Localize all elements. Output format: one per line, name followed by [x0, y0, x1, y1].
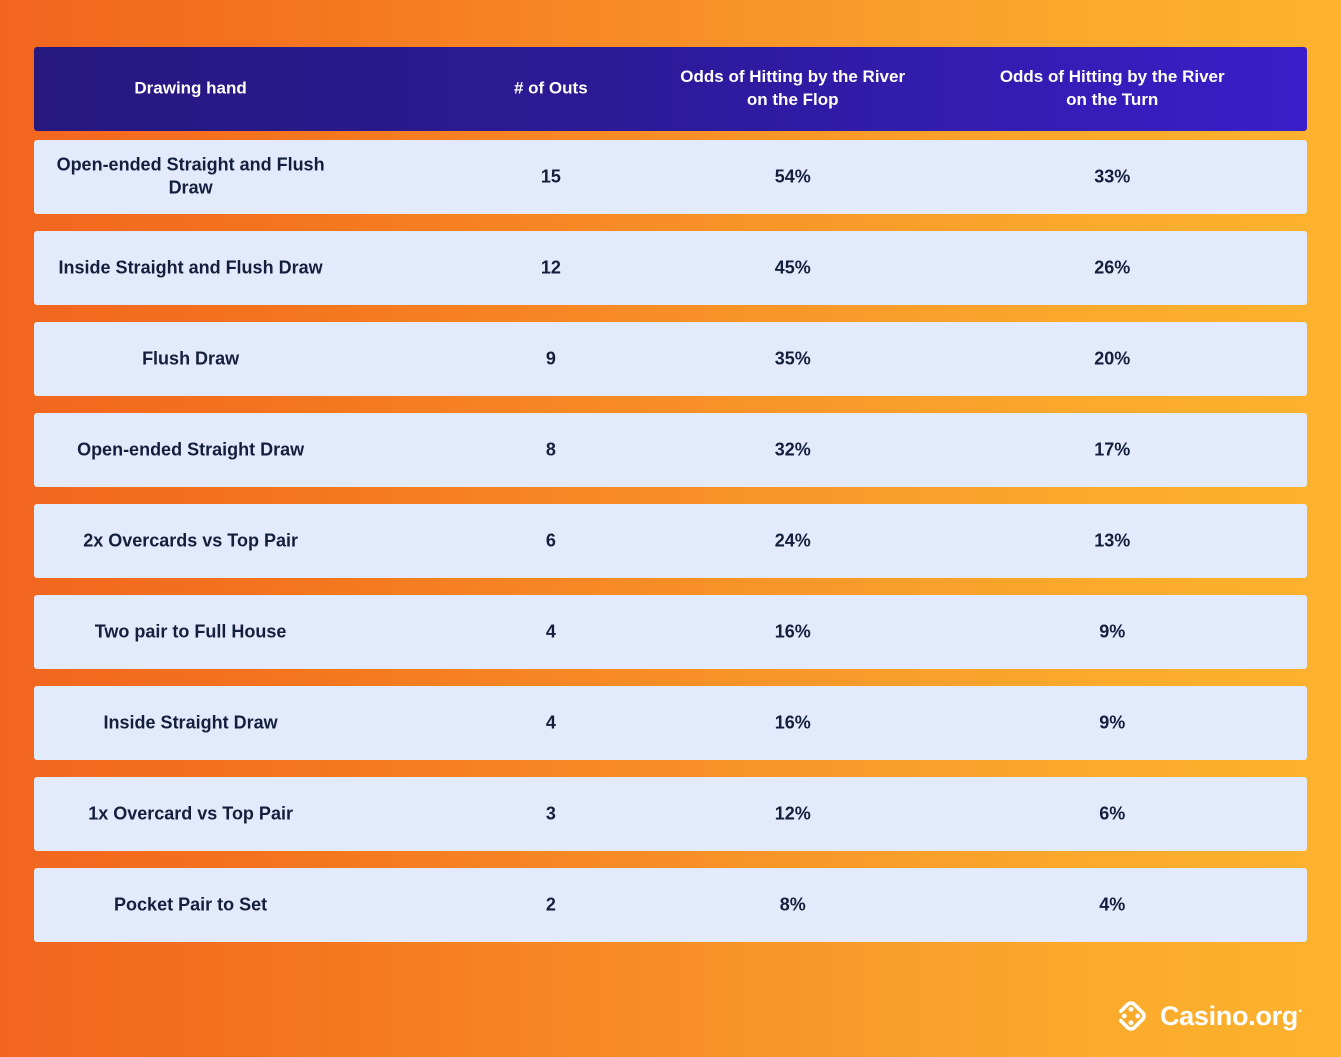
table-row: Inside Straight Draw 4 16% 9% — [34, 686, 1307, 760]
cell-outs: 12 — [540, 257, 561, 278]
cell-drawing-hand: 1x Overcard vs Top Pair — [88, 803, 293, 824]
cell-turn-odds: 4% — [1099, 894, 1126, 915]
table-row: 1x Overcard vs Top Pair 3 12% 6% — [34, 777, 1307, 851]
cell-turn-odds: 6% — [1099, 803, 1126, 824]
table-row: Two pair to Full House 4 16% 9% — [34, 595, 1307, 669]
table-row: Open-ended Straight and Flush Draw 15 54… — [34, 140, 1307, 214]
table-row: Inside Straight and Flush Draw 12 45% 26… — [34, 231, 1307, 305]
table-row: Pocket Pair to Set 2 8% 4% — [34, 868, 1307, 942]
table-row: Flush Draw 9 35% 20% — [34, 322, 1307, 396]
cell-outs: 9 — [545, 348, 556, 369]
table-row: 2x Overcards vs Top Pair 6 24% 13% — [34, 504, 1307, 578]
cell-turn-odds: 33% — [1094, 166, 1131, 187]
cell-outs: 3 — [545, 803, 556, 824]
column-header-drawing-hand: Drawing hand — [134, 78, 247, 98]
cell-outs: 4 — [545, 712, 556, 733]
table-body: Open-ended Straight and Flush Draw 15 54… — [34, 140, 1307, 942]
cell-flop-odds: 45% — [774, 257, 811, 278]
logo-trademark-dot: · — [1297, 1002, 1303, 1020]
column-header-flop-odds: Odds of Hitting by the River on the Flop — [680, 67, 906, 109]
cell-drawing-hand: Inside Straight Draw — [103, 712, 278, 733]
odds-table: Drawing hand # of Outs Odds of Hitting b… — [34, 47, 1307, 942]
cell-outs: 8 — [545, 439, 556, 460]
cell-flop-odds: 24% — [774, 530, 811, 551]
cell-turn-odds: 17% — [1094, 439, 1131, 460]
cell-flop-odds: 8% — [779, 894, 806, 915]
cell-flop-odds: 54% — [774, 166, 811, 187]
cell-drawing-hand: Two pair to Full House — [94, 621, 287, 642]
cell-drawing-hand: Open-ended Straight and Flush Draw — [56, 154, 325, 198]
cell-flop-odds: 32% — [774, 439, 811, 460]
cell-outs: 2 — [545, 894, 556, 915]
logo-text: Casino.org· — [1159, 1000, 1303, 1031]
cell-outs: 4 — [545, 621, 556, 642]
cell-drawing-hand: 2x Overcards vs Top Pair — [83, 530, 298, 551]
cell-outs: 15 — [540, 166, 561, 187]
cell-turn-odds: 9% — [1099, 621, 1126, 642]
cell-turn-odds: 20% — [1094, 348, 1131, 369]
casino-org-logo[interactable]: Casino.org· — [1112, 997, 1303, 1035]
cell-drawing-hand: Inside Straight and Flush Draw — [58, 257, 323, 278]
cell-drawing-hand: Pocket Pair to Set — [114, 894, 268, 915]
cell-outs: 6 — [545, 530, 556, 551]
cell-turn-odds: 13% — [1094, 530, 1131, 551]
cell-flop-odds: 35% — [774, 348, 811, 369]
column-header-turn-odds: Odds of Hitting by the River on the Turn — [999, 67, 1225, 109]
column-header-outs: # of Outs — [513, 78, 588, 98]
table-row: Open-ended Straight Draw 8 32% 17% — [34, 413, 1307, 487]
cell-flop-odds: 12% — [774, 803, 811, 824]
table-header-row: Drawing hand # of Outs Odds of Hitting b… — [34, 47, 1307, 131]
cell-flop-odds: 16% — [774, 712, 811, 733]
dice-icon — [1116, 1001, 1146, 1031]
cell-drawing-hand: Open-ended Straight Draw — [77, 439, 305, 460]
cell-drawing-hand: Flush Draw — [142, 348, 240, 369]
cell-flop-odds: 16% — [774, 621, 811, 642]
cell-turn-odds: 9% — [1099, 712, 1126, 733]
cell-turn-odds: 26% — [1094, 257, 1131, 278]
